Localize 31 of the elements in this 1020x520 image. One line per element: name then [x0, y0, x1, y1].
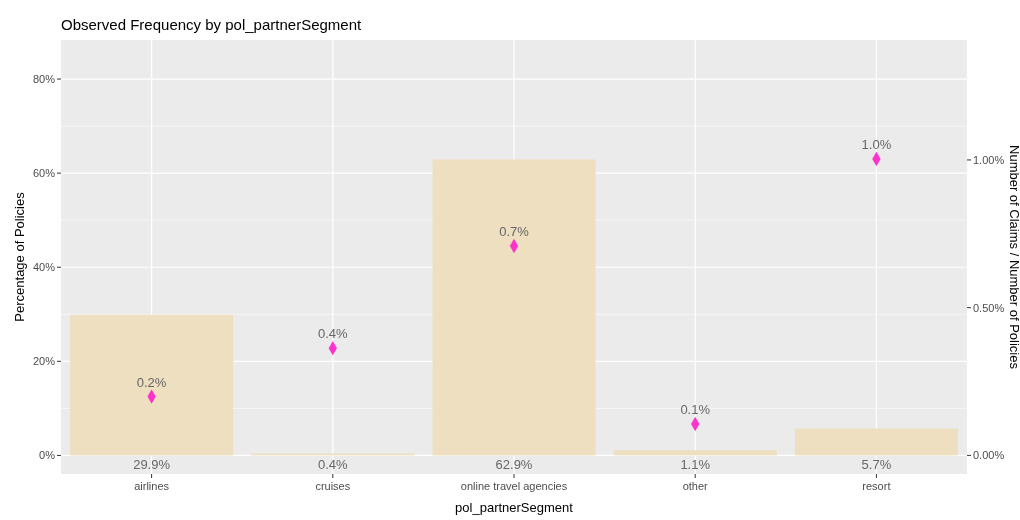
y-tick-label: 60% — [32, 166, 56, 179]
y-tick-label: 80% — [32, 72, 56, 85]
bar — [70, 314, 234, 456]
data-label: 0.1% — [680, 402, 711, 418]
data-label: 0.4% — [317, 457, 349, 473]
x-tick-label: other — [682, 480, 709, 492]
data-label: 5.7% — [861, 457, 892, 473]
y-tick-label: 20% — [32, 355, 56, 368]
x-tick-label: airlines — [134, 480, 170, 492]
data-label: 0.2% — [136, 374, 167, 390]
data-label: 62.9% — [495, 457, 533, 473]
y-tick-label: 40% — [32, 261, 56, 274]
y2-axis-title: Number of Claims / Number of Policies — [1007, 145, 1020, 370]
bar — [613, 450, 777, 456]
data-label: 0.7% — [499, 223, 530, 239]
y-axis-title: Percentage of Policies — [12, 191, 27, 322]
data-label: 1.0% — [861, 137, 892, 153]
y2-tick-label: 0.50% — [973, 301, 1005, 314]
y-tick-label: 0% — [39, 449, 56, 462]
data-label: 0.4% — [317, 326, 349, 342]
y2-tick-label: 0.00% — [973, 449, 1005, 462]
x-axis-title: pol_partnerSegment — [455, 500, 574, 515]
x-tick-label: resort — [862, 480, 891, 492]
data-label: 1.1% — [680, 457, 711, 473]
bar — [794, 428, 958, 456]
y2-tick-label: 1.00% — [973, 153, 1005, 166]
data-label: 29.9% — [133, 457, 171, 473]
chart-title: Observed Frequency by pol_partnerSegment — [61, 16, 362, 33]
x-tick-label: online travel agencies — [460, 480, 568, 492]
x-tick-label: cruises — [315, 480, 351, 492]
bar — [432, 159, 596, 456]
